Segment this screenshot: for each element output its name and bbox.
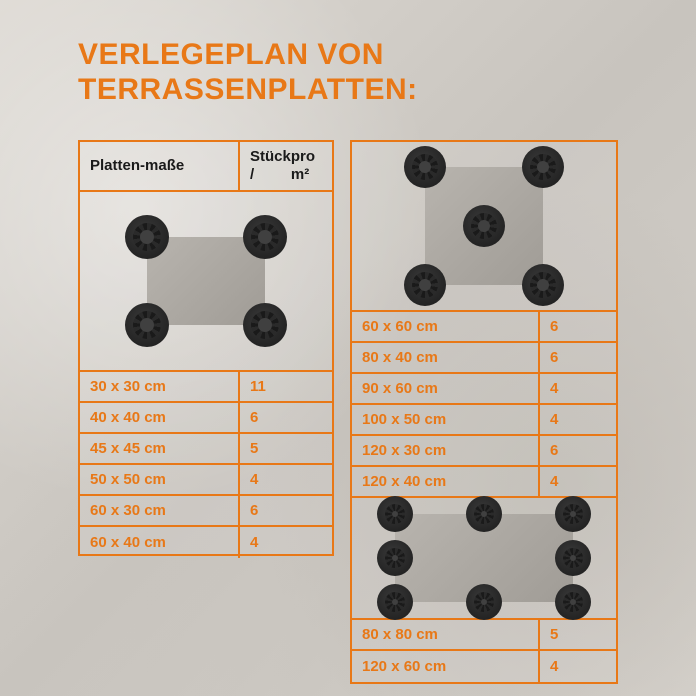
pedestal-icon — [377, 540, 413, 576]
cell-size: 80 x 80 cm — [352, 620, 540, 651]
slab-4-pedestal — [147, 237, 265, 325]
cell-qty: 4 — [240, 465, 332, 496]
pedestal-icon — [522, 264, 564, 306]
pedestal-icon — [404, 146, 446, 188]
right-panel: 60 x 60 cm680 x 40 cm690 x 60 cm4100 x 5… — [350, 140, 618, 684]
cell-size: 60 x 40 cm — [80, 527, 240, 558]
page-title: VERLEGEPLAN VON TERRASSENPLATTEN: — [78, 38, 418, 107]
table-row: 60 x 30 cm6 — [80, 496, 332, 527]
pedestal-icon — [555, 496, 591, 532]
cell-qty: 4 — [540, 374, 616, 405]
cell-qty: 5 — [240, 434, 332, 465]
pedestal-icon — [377, 584, 413, 620]
table-row: 60 x 60 cm6 — [352, 312, 616, 343]
cell-qty: 4 — [540, 405, 616, 436]
slab-5-pedestal — [425, 167, 543, 285]
table-row: 45 x 45 cm5 — [80, 434, 332, 465]
right-rows-1: 60 x 60 cm680 x 40 cm690 x 60 cm4100 x 5… — [352, 312, 616, 498]
pedestal-icon — [555, 584, 591, 620]
title-line2: TERRASSENPLATTEN: — [78, 73, 418, 108]
pedestal-icon — [125, 215, 169, 259]
cell-size: 120 x 60 cm — [352, 651, 540, 682]
cell-qty: 6 — [240, 403, 332, 434]
pedestal-icon — [243, 303, 287, 347]
table-row: 120 x 30 cm6 — [352, 436, 616, 467]
cell-size: 120 x 30 cm — [352, 436, 540, 467]
pedestal-icon — [466, 496, 502, 532]
slab-8-pedestal — [395, 514, 573, 602]
left-diagram — [80, 192, 332, 372]
right-diagram-5 — [352, 142, 616, 312]
table-row: 40 x 40 cm6 — [80, 403, 332, 434]
pedestal-icon — [522, 146, 564, 188]
cell-size: 45 x 45 cm — [80, 434, 240, 465]
table-row: 80 x 40 cm6 — [352, 343, 616, 374]
cell-size: 90 x 60 cm — [352, 374, 540, 405]
right-diagram-8 — [352, 498, 616, 620]
left-header-row: Platten- maße Stück / pro m² — [80, 142, 332, 192]
cell-qty: 6 — [240, 496, 332, 527]
pedestal-icon — [463, 205, 505, 247]
cell-qty: 6 — [540, 436, 616, 467]
cell-qty: 11 — [240, 372, 332, 403]
cell-size: 100 x 50 cm — [352, 405, 540, 436]
cell-qty: 4 — [540, 651, 616, 682]
table-row: 90 x 60 cm4 — [352, 374, 616, 405]
table-row: 100 x 50 cm4 — [352, 405, 616, 436]
cell-qty: 5 — [540, 620, 616, 651]
cell-qty: 6 — [540, 343, 616, 374]
title-line1: VERLEGEPLAN VON — [78, 38, 418, 73]
pedestal-icon — [125, 303, 169, 347]
pedestal-icon — [377, 496, 413, 532]
pedestal-icon — [243, 215, 287, 259]
table-row: 50 x 50 cm4 — [80, 465, 332, 496]
cell-size: 50 x 50 cm — [80, 465, 240, 496]
cell-size: 80 x 40 cm — [352, 343, 540, 374]
cell-size: 40 x 40 cm — [80, 403, 240, 434]
cell-size: 60 x 60 cm — [352, 312, 540, 343]
cell-size: 60 x 30 cm — [80, 496, 240, 527]
left-rows: 30 x 30 cm1140 x 40 cm645 x 45 cm550 x 5… — [80, 372, 332, 558]
cell-qty: 4 — [540, 467, 616, 498]
cell-size: 30 x 30 cm — [80, 372, 240, 403]
cell-qty: 4 — [240, 527, 332, 558]
cell-qty: 6 — [540, 312, 616, 343]
right-rows-2: 80 x 80 cm5120 x 60 cm4 — [352, 620, 616, 682]
table-row: 30 x 30 cm11 — [80, 372, 332, 403]
left-panel: Platten- maße Stück / pro m² 30 x 30 cm1… — [78, 140, 334, 556]
pedestal-icon — [404, 264, 446, 306]
left-header-qty: Stück / pro m² — [240, 142, 332, 192]
table-row: 60 x 40 cm4 — [80, 527, 332, 558]
pedestal-icon — [555, 540, 591, 576]
table-row: 120 x 60 cm4 — [352, 651, 616, 682]
table-row: 80 x 80 cm5 — [352, 620, 616, 651]
cell-size: 120 x 40 cm — [352, 467, 540, 498]
table-row: 120 x 40 cm4 — [352, 467, 616, 498]
pedestal-icon — [466, 584, 502, 620]
left-header-size: Platten- maße — [80, 142, 240, 192]
